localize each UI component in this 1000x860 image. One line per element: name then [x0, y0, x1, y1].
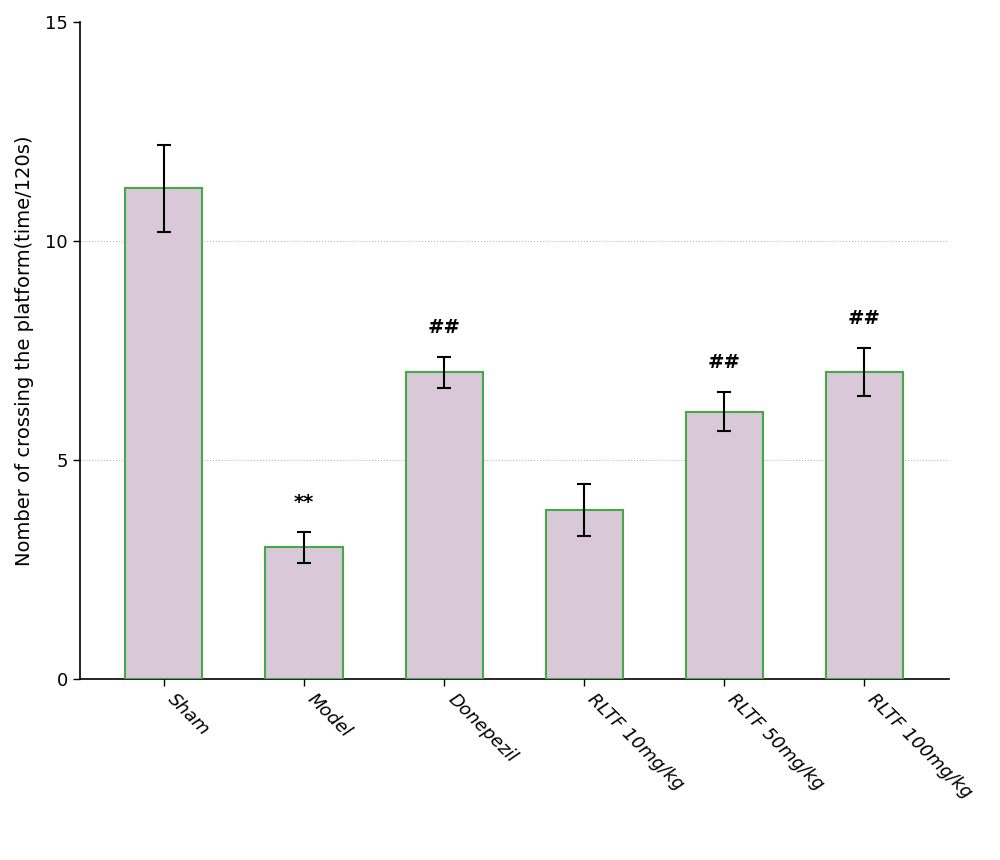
Text: ##: ##	[848, 310, 881, 329]
Y-axis label: Nomber of crossing the platform(time/120s): Nomber of crossing the platform(time/120…	[15, 135, 34, 566]
Text: ##: ##	[428, 318, 461, 337]
Bar	[125, 188, 202, 679]
Bar	[686, 412, 763, 679]
Text: **: **	[294, 494, 314, 513]
Bar	[265, 547, 343, 679]
Text: ##: ##	[708, 353, 741, 372]
Bar	[826, 372, 903, 679]
Bar	[546, 510, 623, 679]
Bar	[406, 372, 483, 679]
